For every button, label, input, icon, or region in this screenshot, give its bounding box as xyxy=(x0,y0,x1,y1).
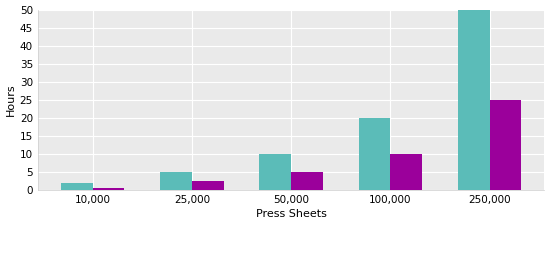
X-axis label: Press Sheets: Press Sheets xyxy=(256,209,327,219)
Bar xyxy=(458,10,490,190)
Bar xyxy=(291,172,323,190)
Bar xyxy=(359,118,390,190)
Bar xyxy=(61,183,92,190)
Bar xyxy=(92,188,124,190)
Y-axis label: Hours: Hours xyxy=(6,83,15,116)
Bar xyxy=(160,172,192,190)
Bar xyxy=(260,154,291,190)
Bar xyxy=(390,154,422,190)
Bar xyxy=(192,181,224,190)
Bar xyxy=(490,100,521,190)
